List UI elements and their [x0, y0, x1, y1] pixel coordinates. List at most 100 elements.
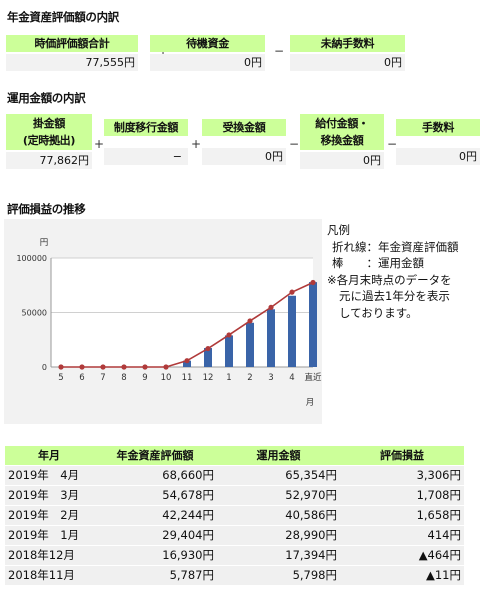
bar	[204, 348, 212, 367]
payout-amount-value: 0円	[300, 152, 384, 169]
y-tick-label: 100000	[16, 254, 47, 263]
payout-amount-label: 給付金額・ 移換金額	[300, 114, 384, 150]
transfer-amount-value: −	[104, 148, 188, 165]
table-header-row: 年月 年金資産評価額 運用金額 評価損益	[5, 446, 464, 465]
contribution-value: 77,862円	[6, 152, 92, 169]
cell-investment-amount: 40,586円	[217, 504, 340, 525]
receive-amount-label: 受換金額	[202, 119, 286, 136]
section-title-assets: 年金資産評価額の内訳	[7, 10, 119, 24]
total-valuation-value: 77,555円	[6, 54, 138, 71]
x-tick-label: 7	[100, 373, 105, 383]
unpaid-fee-label: 未納手数料	[290, 35, 405, 52]
line-point	[205, 345, 211, 352]
x-axis-label: 月	[306, 398, 315, 408]
contribution-label-line2: (定時拠出)	[22, 134, 76, 147]
cell-asset-valuation: 68,660円	[93, 464, 217, 485]
chart-panel: 0 50000 100000 円 5 6 7 8 9 10 11 12 1 2 3 4 直近月	[4, 219, 322, 424]
contribution-label: 掛金額 (定時拠出)	[6, 114, 92, 150]
line-point	[247, 318, 253, 324]
line-point	[268, 304, 274, 311]
x-tick-label: 10	[161, 373, 172, 383]
line-point	[184, 358, 190, 364]
unpaid-fee-value: 0円	[290, 54, 405, 71]
x-tick-label: 直近	[304, 372, 322, 383]
x-tick-label: 1	[226, 373, 231, 383]
bar	[267, 309, 275, 367]
line-point	[289, 289, 295, 295]
line-point	[163, 364, 169, 370]
line-point	[58, 364, 64, 370]
cell-asset-valuation: 5,787円	[93, 564, 217, 585]
line-point	[79, 364, 85, 370]
line-point	[100, 364, 106, 370]
cell-investment-amount: 17,394円	[217, 544, 340, 565]
header-year-month: 年月	[5, 446, 93, 465]
bar	[183, 360, 191, 367]
x-tick-label: 11	[182, 373, 193, 383]
legend-bar-entry: 棒 ：運用金額	[332, 256, 424, 270]
x-tick-label: 5	[58, 373, 63, 383]
total-valuation-label: 時価評価額合計	[6, 35, 138, 52]
legend-title: 凡例	[327, 223, 350, 237]
payout-label-line2: 移換金額	[320, 134, 364, 147]
table-row: 2019年 2月 42,244円 40,586円 1,658円	[5, 504, 464, 525]
cell-asset-valuation: 54,678円	[93, 484, 217, 505]
cell-gain-loss: ▲11円	[340, 564, 464, 585]
legend-note-1: ※各月末時点のデータを	[327, 272, 452, 287]
bar	[309, 282, 317, 367]
line-point	[310, 279, 316, 286]
header-asset-valuation: 年金資産評価額	[93, 446, 217, 465]
standby-funds-label: 待機資金	[150, 35, 265, 52]
cell-investment-amount: 28,990円	[217, 524, 340, 545]
cell-investment-amount: 65,354円	[217, 464, 340, 485]
chart-legend: 凡例 折れ線：年金資産評価額 棒 ：運用金額 ※各月末時点のデータを 元に過去1…	[327, 222, 459, 321]
minus-operator-1: −	[289, 137, 300, 151]
cell-gain-loss: 3,306円	[340, 464, 464, 485]
cell-year-month: 2019年 1月	[5, 524, 93, 545]
cell-asset-valuation: 29,404円	[93, 524, 217, 545]
line-point	[121, 364, 127, 370]
header-investment-amount: 運用金額	[217, 446, 340, 465]
minus-operator-2: −	[387, 137, 398, 151]
payout-label-line1: 給付金額・	[315, 117, 369, 130]
y-axis-label: 円	[40, 238, 49, 248]
cell-gain-loss: 414円	[340, 524, 464, 545]
plus-operator-1: +	[94, 137, 105, 151]
table-row: 2019年 1月 29,404円 28,990円 414円	[5, 524, 464, 545]
bar	[288, 295, 296, 367]
transfer-amount-label: 制度移行金額	[104, 119, 188, 136]
x-tick-label: 2	[247, 373, 252, 383]
table-row: 2018年11月 5,787円 5,798円 ▲11円	[5, 564, 464, 585]
x-tick-label: 4	[289, 373, 294, 383]
fee-value: 0円	[396, 148, 480, 165]
cell-gain-loss: 1,658円	[340, 504, 464, 525]
receive-amount-value: 0円	[202, 148, 286, 165]
minus-operator: −	[274, 44, 285, 58]
standby-funds-value: 0円	[150, 54, 265, 71]
x-tick-label: 6	[79, 373, 84, 383]
contribution-label-line1: 掛金額	[32, 117, 66, 130]
x-tick-label: 3	[268, 373, 273, 383]
line-point	[226, 332, 232, 338]
cell-year-month: 2018年11月	[5, 564, 93, 585]
cell-asset-valuation: 42,244円	[93, 504, 217, 525]
table-row: 2019年 3月 54,678円 52,970円 1,708円	[5, 484, 464, 505]
x-tick-label: 9	[142, 373, 147, 383]
legend-note-2: 元に過去1年分を表示	[339, 289, 450, 303]
cell-gain-loss: ▲464円	[340, 544, 464, 565]
table-row: 2018年12月 16,930円 17,394円 ▲464円	[5, 544, 464, 565]
fee-label: 手数料	[396, 119, 480, 136]
y-tick-label: 0	[42, 363, 47, 372]
cell-gain-loss: 1,708円	[340, 484, 464, 505]
plus-operator-2: +	[191, 137, 202, 151]
line-point	[142, 364, 148, 370]
bar	[246, 322, 254, 367]
header-gain-loss: 評価損益	[340, 446, 464, 465]
section-title-investment: 運用金額の内訳	[7, 91, 86, 105]
cell-year-month: 2019年 4月	[5, 464, 93, 485]
cell-year-month: 2019年 2月	[5, 504, 93, 525]
table-row: 2019年 4月 68,660円 65,354円 3,306円	[5, 464, 464, 485]
bar	[225, 335, 233, 367]
cell-investment-amount: 52,970円	[217, 484, 340, 505]
